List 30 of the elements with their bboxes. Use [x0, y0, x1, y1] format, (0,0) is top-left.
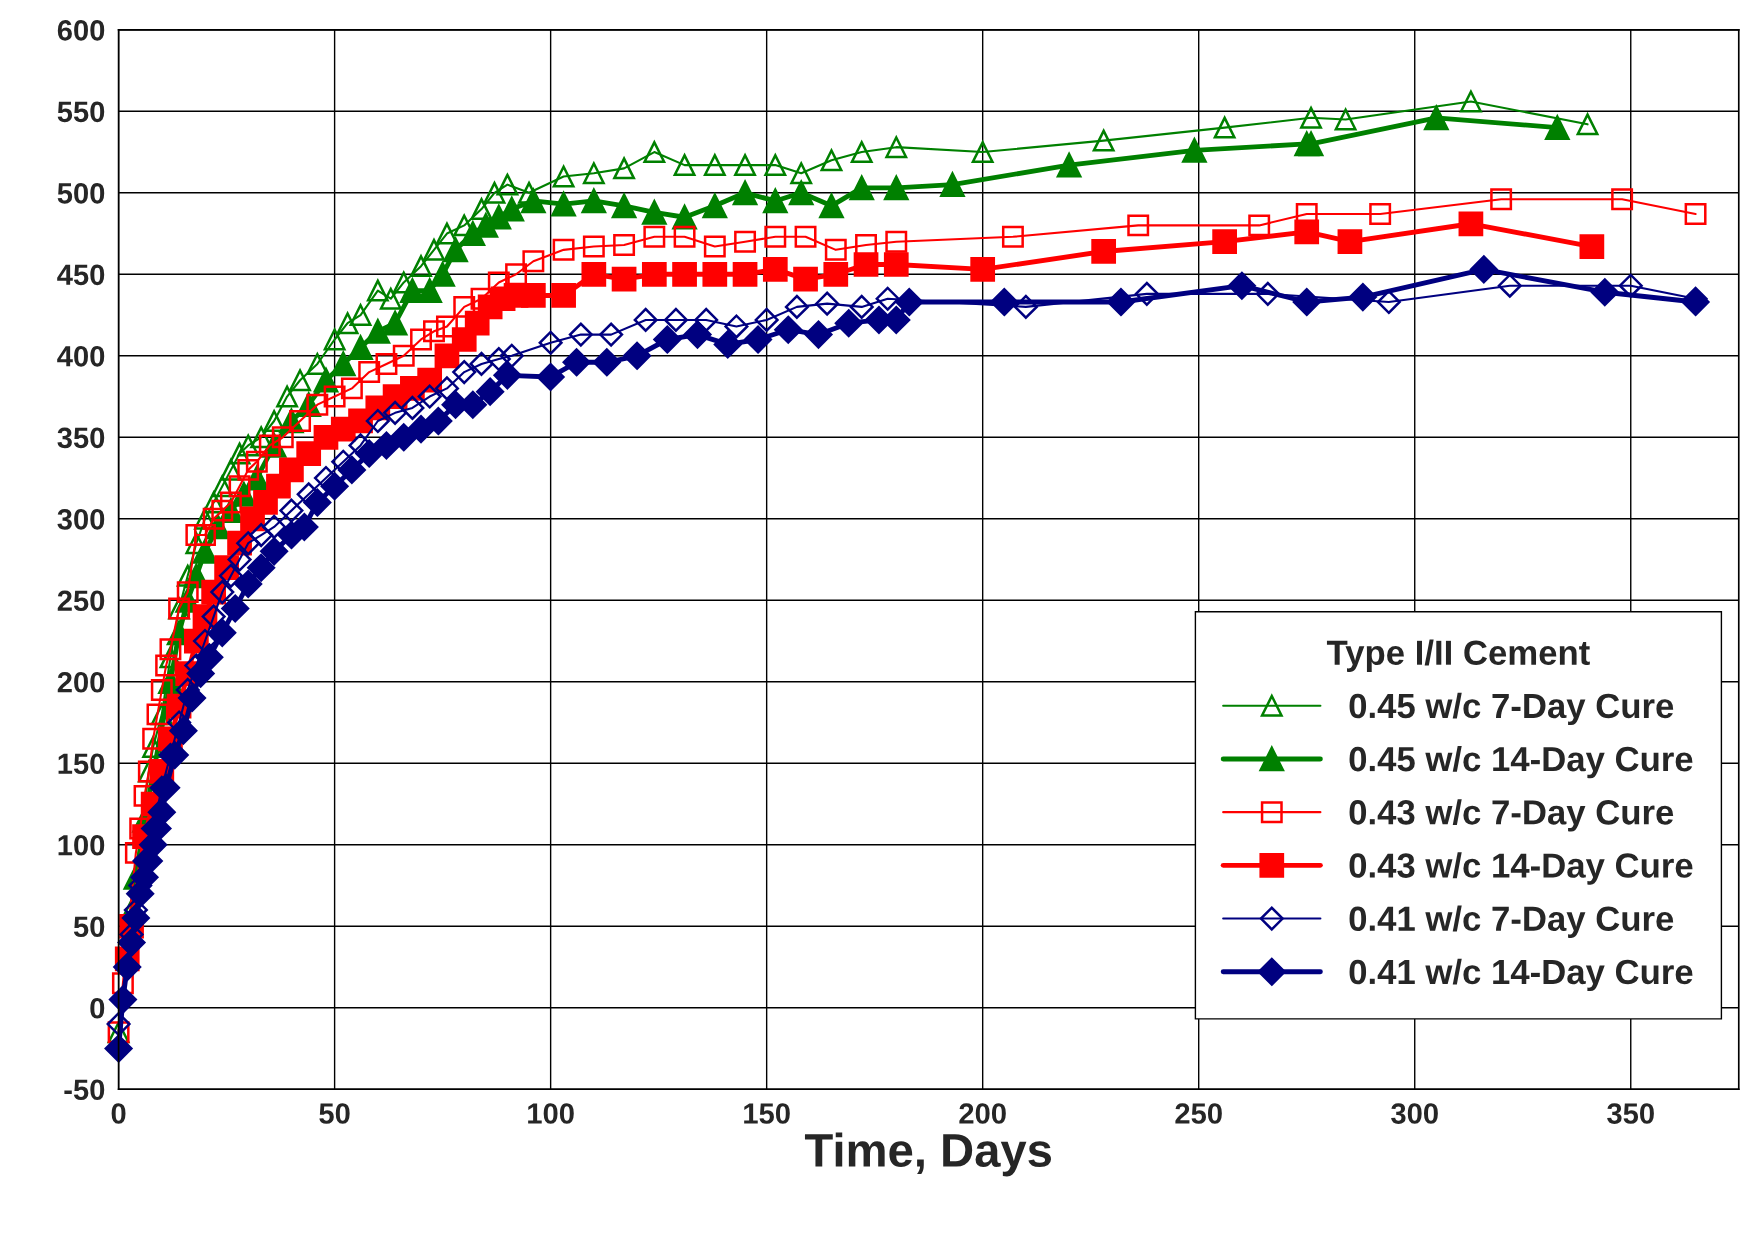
legend-label: 0.45 w/c 14-Day Cure — [1349, 745, 1693, 779]
y-tick-label: 200 — [57, 671, 105, 693]
x-tick-label: 300 — [1391, 1103, 1438, 1124]
legend-title: Type I/II Cement — [1326, 639, 1590, 672]
y-tick-label: 100 — [58, 834, 105, 856]
y-tick-label: 300 — [57, 508, 105, 530]
x-tick-label: 50 — [319, 1103, 350, 1124]
x-tick-label: 350 — [1607, 1103, 1654, 1124]
legend-label: 0.45 w/c 7-Day Cure — [1349, 692, 1674, 726]
x-tick-label: 200 — [959, 1103, 1006, 1124]
y-tick-label: 50 — [73, 916, 105, 938]
legend-label: 0.41 w/c 14-Day Cure — [1349, 958, 1693, 992]
y-tick-label: 500 — [57, 183, 105, 204]
legend-label: 0.43 w/c 14-Day Cure — [1349, 852, 1693, 885]
x-tick-label: 100 — [528, 1103, 574, 1124]
y-tick-label: 350 — [57, 427, 105, 449]
y-tick-label: 0 — [90, 997, 105, 1019]
y-tick-label: 450 — [57, 264, 105, 286]
x-axis-title: Time, Days — [804, 1132, 1052, 1177]
y-tick-label: -50 — [64, 1079, 105, 1101]
y-tick-label: 150 — [58, 753, 105, 775]
y-tick-label: 600 — [57, 20, 105, 41]
legend-label: 0.41 w/c 7-Day Cure — [1349, 905, 1674, 938]
y-tick-label: 400 — [57, 345, 105, 367]
x-tick-label: 150 — [744, 1103, 790, 1124]
y-tick-label: 550 — [57, 101, 105, 123]
y-tick-label: 250 — [57, 590, 105, 612]
legend-label: 0.43 w/c 7-Day Cure — [1349, 799, 1674, 832]
x-tick-label: 250 — [1175, 1103, 1222, 1124]
x-tick-label: 0 — [111, 1103, 126, 1124]
